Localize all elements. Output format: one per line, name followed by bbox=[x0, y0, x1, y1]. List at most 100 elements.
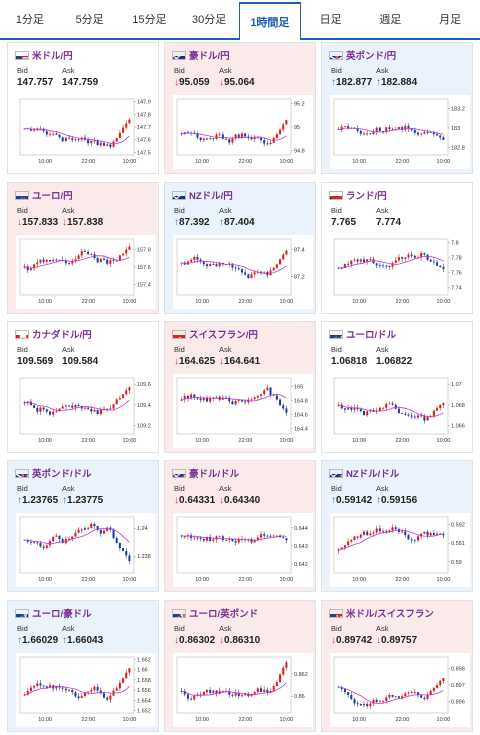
bid-label: Bid bbox=[17, 66, 28, 75]
candle-down bbox=[366, 703, 369, 707]
pair-name-link[interactable]: 米ドル/スイスフラン bbox=[346, 609, 434, 620]
tab-monthly[interactable]: 月足 bbox=[439, 14, 462, 26]
tab-weekly[interactable]: 週足 bbox=[379, 14, 402, 26]
y-tick-label: 183 bbox=[451, 126, 460, 132]
pair-name-link[interactable]: ユーロ/英ポンド bbox=[189, 609, 259, 620]
pair-name-link[interactable]: カナダドル/円 bbox=[32, 330, 92, 341]
chart-area[interactable]: 0.898 0.897 0.896 10:00 22:00 10:00 bbox=[330, 653, 470, 727]
candle-up bbox=[45, 260, 48, 262]
candle-down bbox=[122, 548, 125, 551]
chart-area[interactable]: 0.592 0.591 0.59 10:00 22:00 10:00 bbox=[330, 513, 470, 587]
tab-daily[interactable]: 日足 bbox=[319, 14, 342, 26]
tab-1hour[interactable]: 1時間足 bbox=[239, 2, 301, 40]
candle-down bbox=[247, 136, 250, 138]
pair-name-link[interactable]: ユーロ/豪ドル bbox=[32, 609, 92, 620]
candle-down bbox=[45, 131, 48, 135]
pair-name-link[interactable]: NZドル/円 bbox=[189, 191, 233, 202]
currency-card[interactable]: 英ポンド/円 Bid Ask ↑182.877 ↑182.884 183.2 183 182.… bbox=[321, 42, 473, 174]
tab-5min[interactable]: 5分足 bbox=[75, 14, 104, 26]
ask-value: 147.759 bbox=[62, 77, 99, 88]
candle-up bbox=[423, 531, 426, 534]
candle-up bbox=[353, 407, 356, 410]
candle-down bbox=[106, 408, 109, 410]
currency-card[interactable]: 英ポンド/ドル Bid Ask ↑1.23765 ↑1.23775 1.24 1.238 10… bbox=[7, 460, 159, 592]
currency-card[interactable]: ユーロ/円 Bid Ask ↓157.833 ↓157.838 157.8 157.6 157… bbox=[7, 182, 159, 314]
candle-up bbox=[218, 134, 221, 136]
candlestick-chart: 1.07 1.068 1.066 10:00 22:00 10:00 bbox=[330, 374, 470, 448]
x-tick-label: 10:00 bbox=[38, 438, 52, 444]
x-tick-label: 10:00 bbox=[38, 299, 52, 305]
pair-name-link[interactable]: 豪ドル/円 bbox=[189, 51, 230, 62]
pair-name-link[interactable]: 豪ドル/ドル bbox=[189, 469, 240, 480]
tab-15min[interactable]: 15分足 bbox=[132, 14, 167, 26]
candle-down bbox=[212, 264, 215, 265]
pair-name-link[interactable]: 英ポンド/ドル bbox=[32, 469, 92, 480]
chart-area[interactable]: 0.862 0.86 10:00 22:00 10:00 bbox=[173, 653, 313, 727]
candle-down bbox=[426, 132, 429, 133]
chart-area[interactable]: 87.4 87.2 10:00 22:00 10:00 bbox=[173, 235, 313, 309]
candle-up bbox=[26, 690, 29, 695]
pair-name-link[interactable]: ランド/円 bbox=[346, 191, 387, 202]
pair-name-link[interactable]: ユーロ/ドル bbox=[346, 330, 397, 341]
chart-area[interactable]: 0.644 0.643 0.642 10:00 22:00 10:00 bbox=[173, 513, 313, 587]
candle-up bbox=[439, 405, 442, 409]
candle-down bbox=[420, 415, 423, 417]
currency-card[interactable]: カナダドル/円 Bid Ask 109.569 109.584 109.6 109.4 109… bbox=[7, 321, 159, 453]
candle-up bbox=[279, 259, 282, 265]
candle-up bbox=[266, 387, 269, 391]
candle-down bbox=[269, 535, 272, 537]
chart-area[interactable]: 1.662 1.66 1.658 1.656 1.654 1.652 10:00 22:00 1… bbox=[16, 653, 156, 727]
candle-up bbox=[33, 264, 36, 269]
chart-area[interactable]: 7.8 7.78 7.76 7.74 10:00 22:00 10:00 bbox=[330, 235, 470, 309]
chart-area[interactable]: 183.2 183 182.8 10:00 22:00 10:00 bbox=[330, 95, 470, 169]
x-tick-label: 22:00 bbox=[239, 717, 253, 723]
currency-card[interactable]: NZドル/ドル Bid Ask ↑0.59142 ↑0.59156 0.592 0.591 0… bbox=[321, 460, 473, 592]
currency-card[interactable]: スイスフラン/円 Bid Ask ↓164.625 ↓164.641 165 164.8 16… bbox=[164, 321, 316, 453]
candlestick-chart: 0.862 0.86 10:00 22:00 10:00 bbox=[173, 653, 313, 727]
tab-1min[interactable]: 1分足 bbox=[15, 14, 44, 26]
currency-card[interactable]: 豪ドル/ドル Bid Ask ↓0.64331 ↓0.64340 0.644 0.643 0.… bbox=[164, 460, 316, 592]
candle-down bbox=[58, 686, 61, 688]
chart-area[interactable]: 95.2 95 94.8 10:00 22:00 10:00 bbox=[173, 95, 313, 169]
ask-label: Ask bbox=[376, 624, 389, 633]
chart-area[interactable]: 109.6 109.4 109.2 10:00 22:00 10:00 bbox=[16, 374, 156, 448]
chart-area[interactable]: 147.9 147.8 147.7 147.6 147.5 10:00 22:00 10:00 bbox=[16, 95, 156, 169]
candle-down bbox=[378, 127, 381, 131]
currency-card[interactable]: 豪ドル/円 Bid Ask ↓95.059 ↓95.064 95.2 95 94.8 10:00… bbox=[164, 42, 316, 174]
chart-area[interactable]: 1.07 1.068 1.066 10:00 22:00 10:00 bbox=[330, 374, 470, 448]
x-tick-label: 22:00 bbox=[82, 299, 96, 305]
candle-down bbox=[93, 140, 96, 142]
candle-down bbox=[362, 259, 366, 262]
pair-name-link[interactable]: 米ドル/円 bbox=[32, 51, 73, 62]
candle-up bbox=[215, 536, 218, 540]
chart-area[interactable]: 1.24 1.238 10:00 22:00 10:00 bbox=[16, 513, 156, 587]
currency-card[interactable]: ユーロ/英ポンド Bid Ask ↓0.86302 ↓0.86310 0.862 0.86 1… bbox=[164, 600, 316, 732]
bid-value: 1.66029 bbox=[22, 635, 59, 646]
y-tick-label: 0.592 bbox=[451, 522, 465, 528]
pair-name-link[interactable]: ユーロ/円 bbox=[32, 191, 73, 202]
bid-label: Bid bbox=[331, 345, 342, 354]
pair-name-link[interactable]: スイスフラン/円 bbox=[189, 330, 258, 341]
y-tick-label: 0.644 bbox=[294, 526, 308, 532]
tab-30min[interactable]: 30分足 bbox=[192, 14, 227, 26]
pair-name-link[interactable]: NZドル/ドル bbox=[346, 469, 400, 480]
candle-down bbox=[410, 415, 413, 417]
chart-area[interactable]: 157.8 157.6 157.4 10:00 22:00 10:00 bbox=[16, 235, 156, 309]
currency-card[interactable]: ユーロ/ドル Bid Ask 1.06818 1.06822 1.07 1.068 1.066… bbox=[321, 321, 473, 453]
candle-up bbox=[347, 407, 350, 410]
arrow-down-icon: ↓ bbox=[17, 217, 22, 228]
y-tick-label: 1.658 bbox=[137, 678, 151, 684]
chart-area[interactable]: 165 164.8 164.6 164.4 10:00 22:00 10:00 bbox=[173, 374, 313, 448]
candle-up bbox=[102, 408, 106, 410]
currency-card[interactable]: NZドル/円 Bid Ask ↑87.392 ↑87.404 87.4 87.2 10:00 2… bbox=[164, 182, 316, 314]
pair-name-link[interactable]: 英ポンド/円 bbox=[346, 51, 397, 62]
candle-down bbox=[193, 394, 196, 398]
currency-card[interactable]: ユーロ/豪ドル Bid Ask ↑1.66029 ↑1.66043 1.662 1.66 1.… bbox=[7, 600, 159, 732]
currency-card[interactable]: 米ドル/スイスフラン Bid Ask ↓0.89742 ↓0.89757 0.898 0.8… bbox=[321, 600, 473, 732]
currency-card[interactable]: ランド/円 Bid Ask 7.765 7.774 7.8 7.78 7.76 7.74 10:0… bbox=[321, 182, 473, 314]
candle-down bbox=[209, 690, 212, 693]
candle-up bbox=[263, 271, 266, 273]
x-tick-label: 10:00 bbox=[195, 299, 209, 305]
candle-down bbox=[36, 542, 39, 544]
currency-card[interactable]: 米ドル/円 Bid Ask 147.757 147.759 147.9 147.8 147.7… bbox=[7, 42, 159, 174]
